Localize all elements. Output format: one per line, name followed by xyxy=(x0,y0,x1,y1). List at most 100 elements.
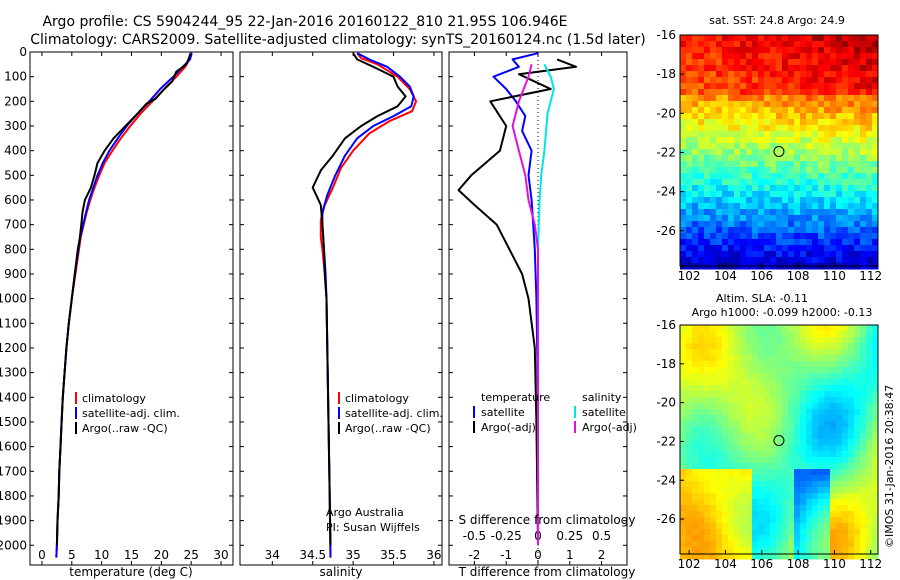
map-cell xyxy=(716,71,723,78)
map-cell xyxy=(872,517,879,524)
map-cell xyxy=(812,373,819,380)
map-cell xyxy=(854,215,861,222)
map-cell xyxy=(818,367,825,374)
map-cell xyxy=(722,107,729,114)
map-cell xyxy=(812,499,819,506)
map-cell xyxy=(866,83,873,90)
map-cell xyxy=(734,173,741,180)
map-cell xyxy=(698,343,705,350)
map-cell xyxy=(830,505,837,512)
map-cell xyxy=(770,451,777,458)
map-cell xyxy=(824,481,831,488)
map-cell xyxy=(866,65,873,72)
map-cell xyxy=(866,197,873,204)
map-cell xyxy=(758,143,765,150)
map-cell xyxy=(842,415,849,422)
x-tick-top-label: -0.5 xyxy=(463,529,486,543)
map-cell xyxy=(716,463,723,470)
map-cell xyxy=(836,131,843,138)
map-cell xyxy=(716,155,723,162)
map-cell xyxy=(758,119,765,126)
map-cell xyxy=(698,257,705,264)
map-cell xyxy=(746,481,753,488)
map-cell xyxy=(746,547,753,554)
map-cell xyxy=(788,77,795,84)
map-cell xyxy=(734,451,741,458)
map-cell xyxy=(860,137,867,144)
map-cell xyxy=(734,487,741,494)
salinity-x-label: salinity xyxy=(319,565,362,579)
map-cell xyxy=(728,131,735,138)
map-cell xyxy=(710,227,717,234)
map-cell xyxy=(686,125,693,132)
map-cell xyxy=(728,505,735,512)
map-cell xyxy=(830,409,837,416)
map-cell xyxy=(782,337,789,344)
map-cell xyxy=(788,469,795,476)
map-cell xyxy=(776,391,783,398)
map-cell xyxy=(752,41,759,48)
map-cell xyxy=(794,337,801,344)
map-cell xyxy=(800,445,807,452)
map-cell xyxy=(860,355,867,362)
map-cell xyxy=(722,167,729,174)
map-cell xyxy=(686,155,693,162)
map-cell xyxy=(704,239,711,246)
map-cell xyxy=(782,331,789,338)
map-cell xyxy=(770,553,777,560)
map-cell xyxy=(800,233,807,240)
map-cell xyxy=(866,257,873,264)
map-cell xyxy=(758,251,765,258)
map-cell xyxy=(848,547,855,554)
map-cell xyxy=(770,233,777,240)
map-cell xyxy=(800,227,807,234)
map-cell xyxy=(806,451,813,458)
depth-tick-label: 300 xyxy=(4,119,27,133)
map-cell xyxy=(848,355,855,362)
map-cell xyxy=(728,203,735,210)
map-cell xyxy=(770,445,777,452)
map-x-tick-label: 106 xyxy=(750,269,773,283)
map-cell xyxy=(812,197,819,204)
map-cell xyxy=(812,257,819,264)
map-cell xyxy=(812,469,819,476)
map-cell xyxy=(746,191,753,198)
map-cell xyxy=(818,59,825,66)
map-cell xyxy=(800,337,807,344)
map-cell xyxy=(704,203,711,210)
map-cell xyxy=(716,185,723,192)
sst-map xyxy=(680,35,879,270)
map-cell xyxy=(734,427,741,434)
map-cell xyxy=(782,481,789,488)
map-cell xyxy=(758,155,765,162)
map-cell xyxy=(812,47,819,54)
map-cell xyxy=(722,113,729,120)
map-cell xyxy=(686,535,693,542)
map-cell xyxy=(794,119,801,126)
map-cell xyxy=(788,529,795,536)
map-cell xyxy=(710,511,717,518)
map-cell xyxy=(800,355,807,362)
map-cell xyxy=(866,547,873,554)
map-cell xyxy=(818,53,825,60)
map-cell xyxy=(770,215,777,222)
map-cell xyxy=(752,179,759,186)
map-cell xyxy=(752,553,759,560)
map-cell xyxy=(698,331,705,338)
map-cell xyxy=(716,35,723,42)
map-cell xyxy=(836,343,843,350)
map-cell xyxy=(704,53,711,60)
argo-position-marker xyxy=(773,434,785,446)
map-cell xyxy=(716,523,723,530)
map-cell xyxy=(782,161,789,168)
map-cell xyxy=(686,451,693,458)
map-cell xyxy=(818,143,825,150)
map-cell xyxy=(836,191,843,198)
map-cell xyxy=(842,203,849,210)
map-cell xyxy=(716,325,723,332)
map-cell xyxy=(752,185,759,192)
map-cell xyxy=(704,547,711,554)
map-cell xyxy=(872,35,879,42)
map-cell xyxy=(698,439,705,446)
map-cell xyxy=(818,343,825,350)
